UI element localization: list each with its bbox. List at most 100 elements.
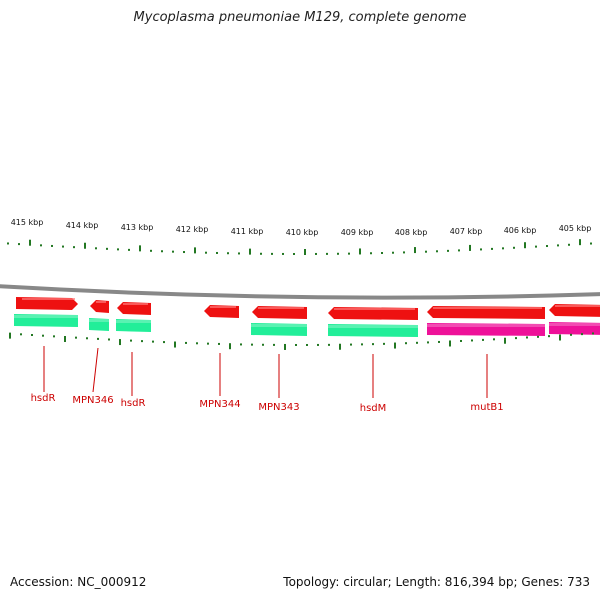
feature-label: mutB1 — [470, 402, 503, 413]
ruler-label: 405 kbp — [559, 224, 592, 233]
cds-bar — [251, 323, 307, 336]
tick-mark — [86, 337, 88, 340]
tick-mark — [161, 250, 163, 253]
feature-leader-line — [92, 347, 99, 393]
tick-mark — [40, 244, 42, 247]
bar-highlight — [427, 324, 545, 327]
tick-mark — [95, 247, 97, 250]
gene-arrow — [328, 307, 418, 320]
tick-mark — [493, 338, 495, 341]
tick-mark — [515, 337, 517, 340]
tick-mark — [348, 252, 350, 255]
tick-mark — [238, 252, 240, 255]
tick-mark — [471, 339, 473, 342]
tick-mark — [559, 334, 561, 341]
feature-label: hsdR — [31, 393, 56, 404]
tick-mark — [548, 335, 550, 338]
tick-mark — [20, 333, 22, 336]
tick-mark — [293, 252, 295, 255]
tick-mark — [568, 243, 570, 246]
tick-mark — [570, 333, 572, 336]
tick-mark — [53, 335, 55, 338]
tick-mark — [229, 343, 231, 350]
tick-mark — [130, 339, 132, 342]
ruler-label: 409 kbp — [341, 228, 374, 237]
tick-mark — [174, 341, 176, 348]
cds-bar — [14, 314, 78, 327]
tick-mark — [491, 247, 493, 250]
tick-mark — [284, 343, 286, 350]
tick-mark — [447, 249, 449, 252]
rna-bar — [549, 322, 600, 335]
ruler-label: 408 kbp — [395, 228, 428, 237]
tick-mark — [141, 340, 143, 343]
bar-highlight — [89, 319, 109, 322]
tick-mark — [18, 243, 20, 246]
feature-label: MPN346 — [72, 395, 113, 406]
ruler-label: 411 kbp — [231, 227, 264, 236]
feature-label: MPN344 — [199, 399, 240, 410]
gene-highlight — [334, 308, 415, 310]
tick-mark — [273, 343, 275, 346]
tick-mark — [394, 342, 396, 349]
tick-mark — [427, 341, 429, 344]
tick-mark — [403, 251, 405, 254]
tick-mark — [260, 252, 262, 255]
tick-mark — [64, 336, 66, 343]
tick-mark — [172, 250, 174, 253]
tick-mark — [359, 248, 361, 255]
ruler-labels: 415 kbp 414 kbp 413 kbp 412 kbp 411 kbp 410 k… — [11, 218, 592, 237]
tick-mark — [458, 249, 460, 252]
tick-mark — [414, 247, 416, 254]
ruler-label: 407 kbp — [450, 227, 483, 236]
tick-mark — [328, 343, 330, 346]
tick-mark — [480, 248, 482, 251]
tick-mark — [227, 252, 229, 255]
tick-mark — [482, 338, 484, 341]
tick-mark — [194, 247, 196, 254]
tick-mark — [416, 341, 418, 344]
tick-mark — [150, 249, 152, 252]
tick-mark — [183, 251, 185, 254]
feature-label: hsdR — [121, 398, 146, 409]
gene-arrow — [90, 300, 109, 313]
tick-mark — [75, 336, 77, 339]
bar-highlight — [549, 323, 600, 326]
tick-mark — [271, 252, 273, 255]
tick-mark — [383, 342, 385, 345]
tick-mark — [240, 343, 242, 346]
tick-mark — [282, 252, 284, 255]
tick-mark — [163, 341, 165, 344]
gene-arrow — [117, 302, 151, 315]
bar-highlight — [14, 315, 78, 318]
tick-mark — [460, 339, 462, 342]
tick-mark — [97, 337, 99, 340]
ruler-label: 410 kbp — [286, 228, 319, 237]
tick-mark — [579, 239, 581, 246]
tick-mark — [249, 248, 251, 255]
tick-mark — [108, 338, 110, 341]
tick-mark — [117, 248, 119, 251]
ruler-label: 406 kbp — [504, 226, 537, 235]
tick-mark — [337, 252, 339, 255]
tick-mark — [502, 247, 504, 250]
tick-mark — [119, 339, 121, 346]
cds-bar — [89, 318, 109, 331]
genome-backbone — [0, 284, 600, 300]
cds-bar — [116, 319, 151, 332]
tick-mark — [526, 336, 528, 339]
tick-mark — [339, 343, 341, 350]
gene-arrow — [549, 304, 600, 317]
tick-mark — [317, 343, 319, 346]
tick-mark — [51, 244, 53, 247]
tick-mark — [295, 343, 297, 346]
feature-label: hsdM — [360, 403, 387, 414]
tick-mark — [524, 242, 526, 249]
tick-mark — [449, 340, 451, 347]
tick-mark — [425, 250, 427, 253]
tick-mark — [438, 340, 440, 343]
tick-mark — [7, 242, 9, 245]
ruler-label: 414 kbp — [66, 221, 99, 230]
genome-title: Mycoplasma pneumoniae M129, complete gen… — [133, 10, 467, 25]
tick-mark — [84, 242, 86, 249]
